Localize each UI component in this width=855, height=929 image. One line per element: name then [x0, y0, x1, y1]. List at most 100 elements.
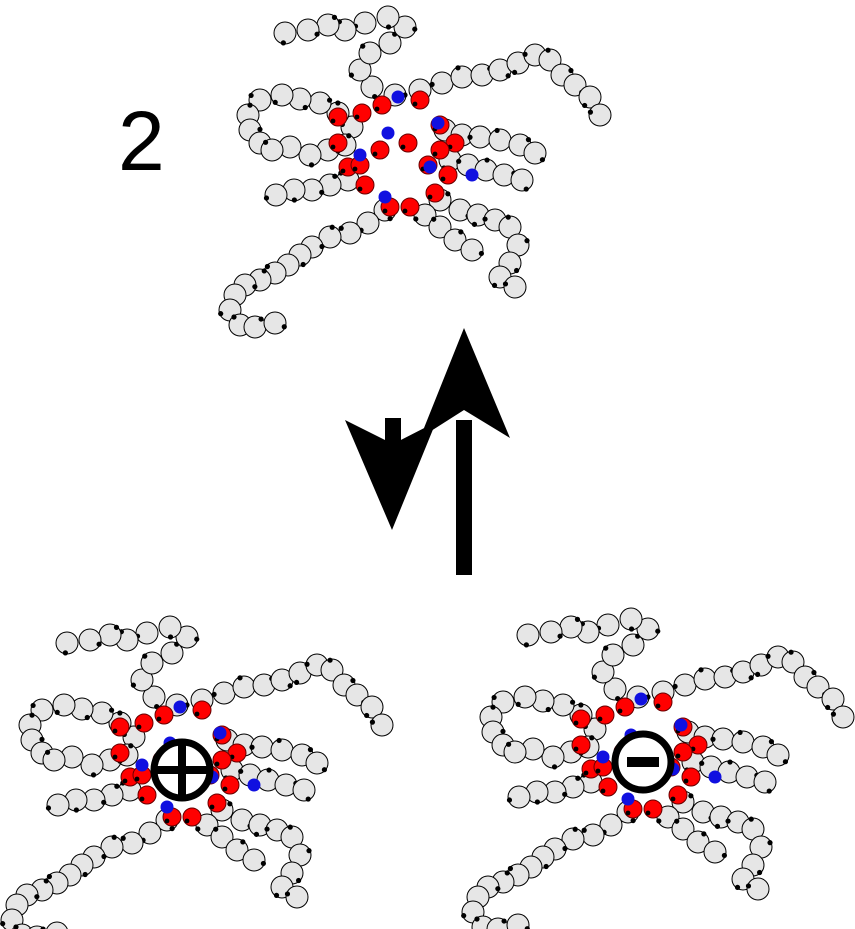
chain-bead [270, 83, 294, 107]
red-headgroup [207, 793, 227, 813]
red-headgroup [673, 742, 693, 762]
chain-bead [513, 685, 537, 709]
chain-bead [672, 673, 697, 697]
chain-bead [12, 923, 32, 929]
chain-bead [243, 315, 267, 339]
chain-bead [393, 15, 418, 39]
chain-bead [140, 651, 164, 675]
chain-bead [225, 838, 249, 862]
chain-bead [360, 695, 384, 719]
chain-bead [358, 41, 382, 65]
chain-bead [64, 788, 88, 813]
chain-bead [766, 743, 790, 767]
red-headgroup [430, 140, 450, 160]
chain-bead [270, 737, 294, 762]
chain-bead [305, 751, 329, 775]
chain-bead [28, 925, 46, 929]
chain-bead [578, 85, 602, 109]
chain-bead [249, 735, 274, 759]
red-headgroup [668, 785, 688, 805]
chain-bead [488, 127, 512, 152]
red-headgroup [134, 713, 154, 733]
blue-counterion [160, 800, 174, 814]
chain-bead [656, 805, 680, 829]
chain-bead [703, 840, 727, 864]
chain-bead [348, 58, 372, 82]
blue-counterion [173, 700, 187, 714]
chain-bead [541, 745, 565, 770]
red-headgroup [400, 197, 420, 217]
chain-bead [821, 687, 845, 711]
chain-bead [488, 58, 512, 82]
chain-bead [263, 311, 287, 335]
red-headgroup [372, 95, 392, 115]
red-headgroup [182, 807, 202, 827]
chain-bead [232, 675, 256, 699]
chain-bead [100, 834, 124, 859]
chain-bead [506, 785, 531, 809]
chain-bead [80, 753, 104, 778]
chain-bead [636, 617, 661, 641]
chain-bead [288, 87, 312, 111]
chain-bead [502, 275, 527, 299]
chain-bead [316, 13, 340, 37]
chain-bead [731, 729, 755, 754]
red-headgroup [328, 133, 348, 153]
chain-bead [292, 778, 316, 802]
red-headgroup [154, 705, 174, 725]
blue-counterion [431, 116, 445, 130]
chain-bead [486, 917, 510, 929]
red-headgroup [355, 175, 375, 195]
chain-bead [45, 793, 70, 817]
chain-bead [830, 705, 855, 729]
arrow-down [345, 418, 436, 530]
chain-bead [525, 780, 549, 805]
chain-bead [98, 623, 122, 647]
chain-bead [130, 668, 154, 692]
cation-aggregate [0, 615, 394, 929]
chain-bead [338, 221, 362, 245]
red-headgroup [438, 165, 458, 185]
chain-bead [491, 690, 515, 714]
chain-bead [320, 657, 344, 682]
chain-bead [90, 701, 115, 725]
chain-bead [710, 727, 735, 751]
chain-bead [503, 740, 527, 764]
chain-bead [741, 853, 765, 877]
chain-bead [467, 125, 492, 149]
blue-counterion [353, 148, 367, 162]
red-headgroup [370, 140, 390, 160]
red-headgroup [681, 767, 701, 787]
chain-bead [561, 826, 585, 851]
arrow-up [420, 328, 510, 575]
chain-bead [428, 215, 452, 239]
chain-bead [195, 813, 219, 837]
chain-bead [82, 788, 107, 812]
blue-counterion [391, 90, 405, 104]
chain-bead [587, 103, 612, 127]
chain-bead [559, 615, 583, 639]
chain-bead [523, 141, 547, 165]
label-two: 2 [118, 94, 165, 188]
chain-bead [52, 693, 76, 717]
chain-bead [376, 5, 400, 30]
red-headgroup [137, 785, 157, 805]
minus-charge-icon [611, 730, 675, 794]
chain-bead [378, 31, 402, 55]
chain-bead [273, 21, 297, 46]
chain-bead [70, 697, 94, 721]
red-headgroup [110, 743, 130, 763]
blue-counterion [634, 692, 648, 706]
chain-bead [360, 75, 384, 100]
chain-bead [686, 830, 710, 854]
blue-counterion [465, 168, 479, 182]
red-headgroup [643, 799, 663, 819]
chain-bead [46, 921, 68, 929]
chain-bead [745, 877, 770, 901]
chain-bead [450, 65, 474, 89]
chain-bead [561, 775, 585, 799]
chain-bead [601, 643, 625, 667]
blue-counterion [378, 190, 392, 204]
chain-bead [591, 660, 615, 684]
